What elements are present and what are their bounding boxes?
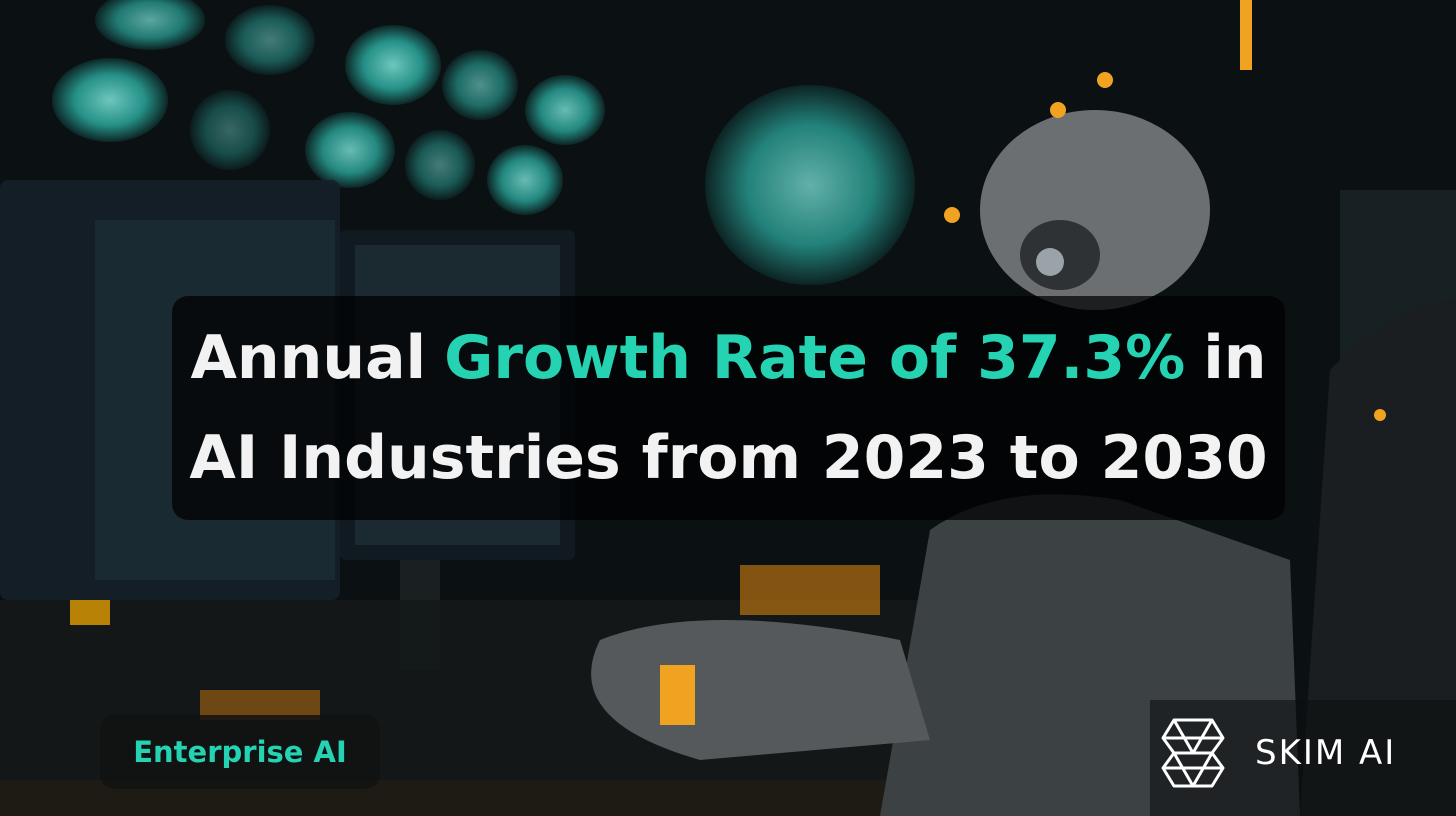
headline-line: Annual Growth Rate of 37.3% in [190,308,1266,408]
category-tag[interactable]: Enterprise AI [100,715,380,789]
headline-text: in [1203,323,1267,393]
brand-name: SKIM AI [1255,733,1397,773]
headline-box: Annual Growth Rate of 37.3% in AI Indust… [172,296,1285,520]
headline-line: AI Industries from 2023 to 2030 [189,408,1267,508]
headline-highlight: Growth Rate of 37.3% [444,323,1186,393]
headline-text: Annual [190,323,427,393]
headline-text: AI Industries from 2023 to 2030 [189,423,1268,493]
brand-logo [1161,718,1225,788]
